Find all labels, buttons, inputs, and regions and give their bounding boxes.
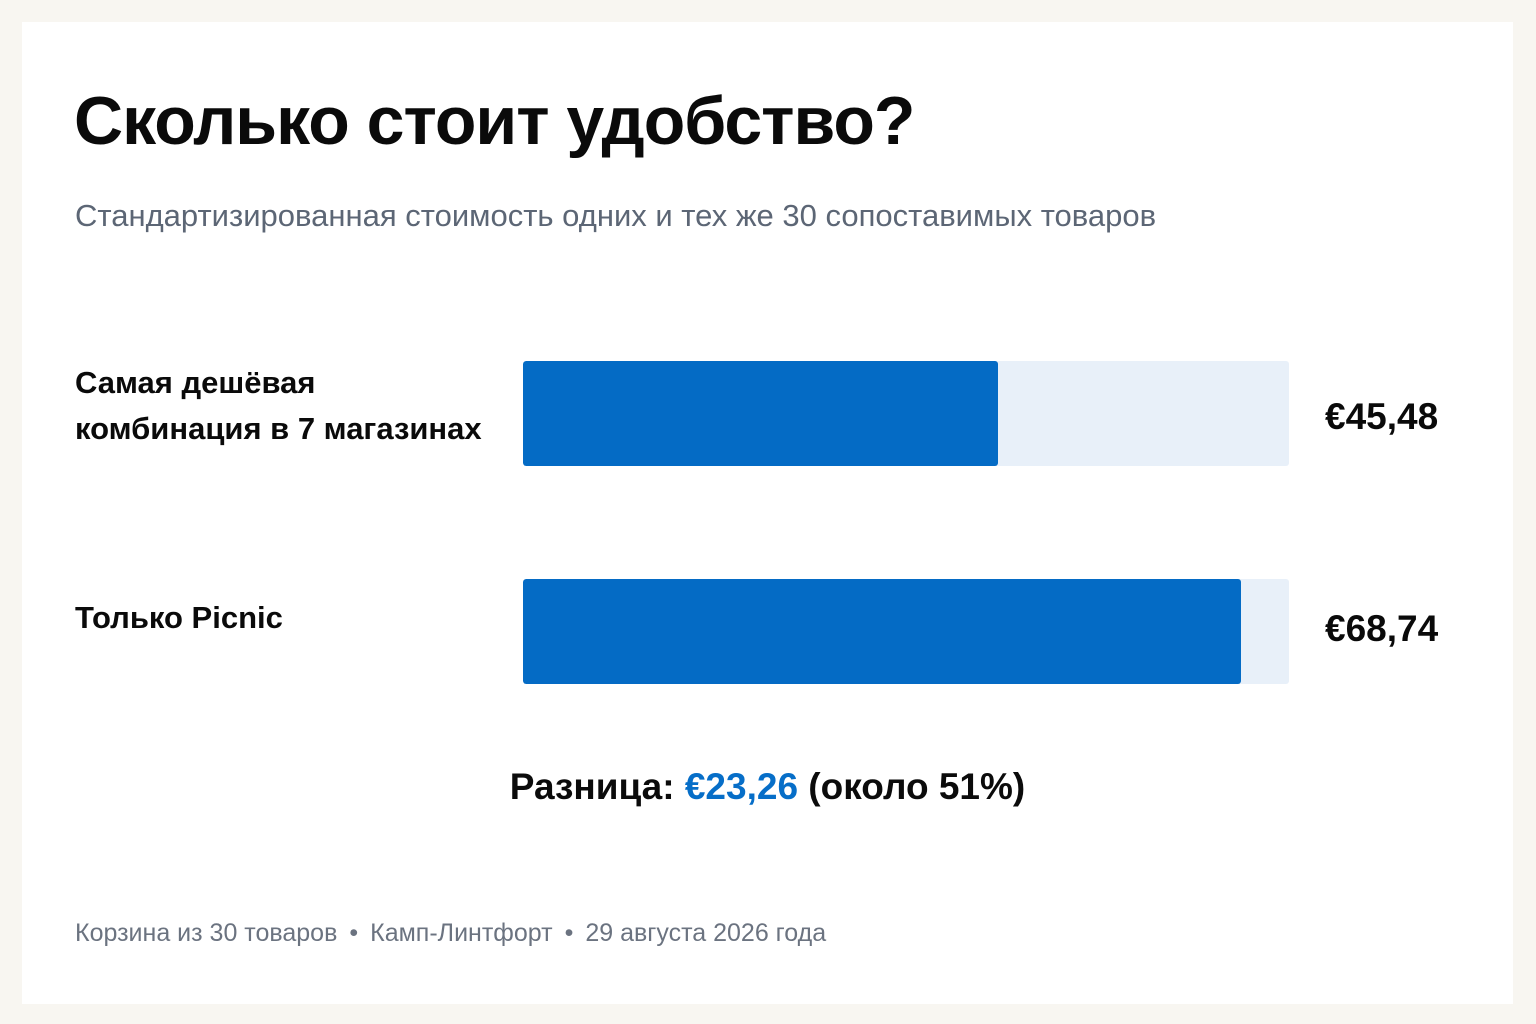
bar-track-cheapest-combination (523, 361, 1289, 466)
chart-subtitle: Стандартизированная стоимость одних и те… (75, 198, 1157, 233)
chart-card: Сколько стоит удобство? Стандартизирован… (22, 22, 1513, 1004)
footer-date: 29 августа 2026 года (585, 919, 827, 947)
footer-separator: • (564, 919, 574, 947)
category-label-picnic-only: Только Picnic (75, 600, 283, 635)
value-label-picnic-only: €68,74 (1325, 608, 1439, 649)
category-label-cheapest-combination: Самая дешёвая комбинация в 7 магазинах (75, 365, 482, 446)
footer-separator: • (349, 919, 359, 947)
difference-suffix: (около 51%) (798, 766, 1026, 807)
bar-picnic-only (523, 579, 1242, 684)
bar-cheapest-combination (523, 361, 999, 466)
difference-summary: Разница: €23,26 (около 51%) (22, 766, 1513, 808)
difference-prefix: Разница: (509, 766, 685, 807)
difference-amount: €23,26 (684, 766, 799, 807)
chart-footer: Корзина из 30 товаров • Камп-Линтфорт • 29 а… (75, 919, 826, 948)
footer-basket: Корзина из 30 товаров (75, 919, 338, 947)
chart-title: Сколько стоит удобство? (74, 83, 915, 159)
bar-track-picnic-only (523, 579, 1289, 684)
footer-location: Камп-Линтфорт (370, 919, 553, 947)
value-label-cheapest-combination: €45,48 (1325, 396, 1439, 437)
